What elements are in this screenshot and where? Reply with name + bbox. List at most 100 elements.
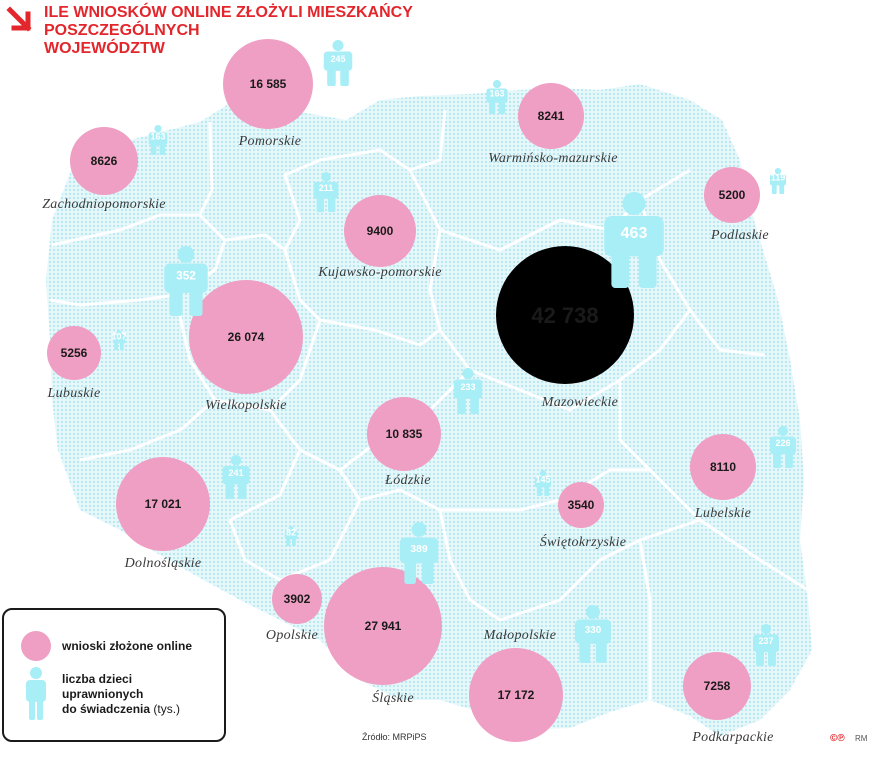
credits: ©℗ RM (830, 733, 867, 744)
legend-children-label: liczba dzieci uprawnionych do świadczeni… (62, 672, 180, 717)
legend-children-line: liczba dzieci (62, 671, 133, 686)
applications-bubble-swietokrzyskie: 3540 (558, 482, 604, 528)
legend-children-line: do świadczenia (62, 701, 151, 716)
applications-bubble-warminsko-mazurskie: 8241 (518, 83, 584, 149)
applications-bubble-wielkopolskie: 26 074 (189, 280, 303, 394)
title-line: WOJEWÓDZTW (44, 40, 165, 57)
region-label-mazowieckie: Mazowieckie (541, 395, 618, 410)
applications-bubble-opolskie: 3902 (272, 574, 322, 624)
arrow-down-right-icon (6, 6, 32, 32)
applications-value-kujawsko-pomorskie: 9400 (367, 224, 394, 238)
child-figure-zachodniopomorskie: 163 (148, 125, 168, 155)
applications-value-malopolskie: 17 172 (498, 688, 535, 702)
region-label-pomorskie: Pomorskie (238, 134, 302, 149)
applications-bubble-zachodniopomorskie: 8626 (70, 127, 138, 195)
child-figure-icon (26, 667, 46, 720)
applications-value-dolnoslaskie: 17 021 (145, 497, 182, 511)
applications-value-warminsko-mazurskie: 8241 (538, 109, 565, 123)
region-label-podlaskie: Podlaskie (710, 228, 769, 243)
region-label-kujawsko-pomorskie: Kujawsko-pomorskie (317, 265, 442, 280)
applications-value-swietokrzyskie: 3540 (568, 498, 595, 512)
child-figure-kujawsko-pomorskie: 211 (313, 172, 339, 212)
region-label-lodzkie: Łódzkie (384, 473, 431, 488)
applications-value-podkarpackie: 7258 (704, 679, 731, 693)
child-figure-slaskie: 389 (399, 522, 439, 584)
children-value-warminsko-mazurskie: 163 (489, 88, 504, 98)
region-label-warminsko-mazurskie: Warmińsko-mazurskie (488, 151, 618, 166)
legend-applications-label: wnioski złożone online (62, 638, 193, 653)
child-figure-wielkopolskie: 352 (164, 246, 208, 316)
child-figure-swietokrzyskie: 145 (534, 470, 552, 496)
child-figure-lubuskie: 107 (111, 330, 127, 350)
child-figure-lubelskie: 226 (769, 426, 797, 468)
applications-bubble-dolnoslaskie: 17 021 (116, 457, 210, 551)
child-figure-malopolskie: 330 (575, 605, 611, 663)
applications-bubble-kujawsko-pomorskie: 9400 (344, 195, 416, 267)
children-value-podlaskie: 119 (771, 172, 786, 182)
applications-value-wielkopolskie: 26 074 (228, 330, 265, 344)
legend: wnioski złożone online liczba dzieci upr… (2, 608, 226, 742)
source-note: Źródło: MRPiPS (362, 732, 427, 742)
region-label-dolnoslaskie: Dolnośląskie (124, 556, 202, 571)
children-value-dolnoslaskie: 241 (228, 468, 243, 478)
applications-value-lubelskie: 8110 (710, 460, 736, 474)
children-value-podkarpackie: 237 (758, 636, 773, 646)
legend-item-children: liczba dzieci uprawnionych do świadczeni… (20, 666, 180, 722)
applications-value-mazowieckie: 42 738 (531, 303, 598, 328)
child-figure-pomorskie: 245 (323, 40, 353, 86)
applications-value-podlaskie: 5200 (719, 188, 746, 202)
applications-bubble-podlaskie: 5200 (704, 167, 760, 223)
publisher-logo: ©℗ (830, 733, 845, 744)
region-label-lubuskie: Lubuskie (47, 386, 101, 401)
child-figure-podlaskie: 119 (769, 168, 787, 194)
child-figure-warminsko-mazurskie: 163 (486, 80, 508, 114)
region-label-wielkopolskie: Wielkopolskie (205, 398, 287, 413)
children-value-lubelskie: 226 (775, 438, 790, 448)
child-figure-lodzkie: 233 (453, 368, 483, 414)
region-label-podkarpackie: Podkarpackie (691, 730, 773, 745)
legend-children-line: uprawnionych (62, 686, 144, 701)
children-value-kujawsko-pomorskie: 211 (319, 183, 334, 193)
children-value-mazowieckie: 463 (621, 225, 648, 242)
region-label-zachodniopomorskie: Zachodniopomorskie (42, 197, 166, 212)
region-label-swietokrzyskie: Świętokrzyskie (540, 533, 627, 550)
applications-bubble-malopolskie: 17 172 (469, 648, 563, 742)
legend-item-applications: wnioski złożone online (20, 630, 192, 662)
child-figure-opolskie: 82 (284, 526, 298, 546)
applications-bubble-lodzkie: 10 835 (367, 397, 441, 471)
children-value-opolskie: 82 (286, 528, 296, 538)
applications-bubble-podkarpackie: 7258 (683, 652, 751, 720)
children-value-zachodniopomorskie: 163 (150, 131, 165, 141)
applications-bubble-lubelskie: 8110 (690, 434, 756, 500)
children-value-lubuskie: 107 (111, 332, 126, 342)
legend-unit: (tys.) (153, 701, 181, 716)
title-line: POSZCZEGÓLNYCH (44, 22, 200, 39)
child-figure-podkarpackie: 237 (752, 624, 780, 666)
applications-value-lubuskie: 5256 (61, 346, 88, 360)
children-value-slaskie: 389 (410, 543, 428, 555)
applications-value-slaskie: 27 941 (365, 619, 402, 633)
children-value-swietokrzyskie: 145 (535, 474, 550, 484)
child-figure-mazowieckie: 463 (604, 192, 664, 288)
children-value-wielkopolskie: 352 (176, 269, 196, 283)
region-label-malopolskie: Małopolskie (483, 628, 557, 643)
title-line: ILE WNIOSKÓW ONLINE ZŁOŻYLI MIESZKAŃCY (44, 4, 413, 21)
applications-bubble-pomorskie: 16 585 (223, 39, 313, 129)
applications-value-zachodniopomorskie: 8626 (91, 154, 118, 168)
child-figure-dolnoslaskie: 241 (222, 455, 250, 499)
region-label-lubelskie: Lubelskie (694, 506, 751, 521)
applications-value-pomorskie: 16 585 (250, 77, 287, 91)
applications-value-lodzkie: 10 835 (386, 427, 423, 441)
applications-bubble-slaskie: 27 941 (324, 567, 442, 685)
applications-bubble-mazowieckie: 42 738 (496, 246, 634, 384)
children-value-malopolskie: 330 (585, 625, 602, 636)
children-value-lodzkie: 233 (460, 382, 475, 392)
region-label-slaskie: Śląskie (372, 689, 414, 706)
applications-value-opolskie: 3902 (284, 592, 311, 606)
region-label-opolskie: Opolskie (266, 628, 318, 643)
author-initials: RM (854, 734, 868, 743)
applications-bubble-lubuskie: 5256 (47, 326, 101, 380)
map-title: ILE WNIOSKÓW ONLINE ZŁOŻYLI MIESZKAŃCY P… (44, 4, 464, 58)
children-value-pomorskie: 245 (330, 54, 345, 64)
